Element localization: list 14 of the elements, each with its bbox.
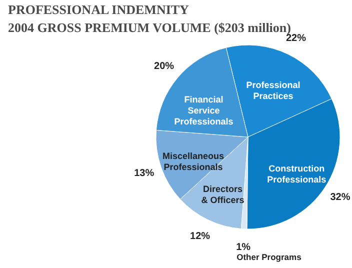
data-label: 22% (286, 33, 306, 44)
slice-label: Other Programs (236, 252, 302, 262)
data-label: 12% (190, 230, 210, 242)
data-label: 1% (236, 242, 251, 253)
slice-label: Construction Professionals (267, 164, 326, 185)
slice-label: Directors & Officers (201, 184, 244, 206)
data-label: 20% (154, 60, 174, 72)
slice-label: Financial Service Professionals (174, 94, 234, 127)
data-label: 32% (330, 192, 350, 203)
chart-subtitle: 2004 GROSS PREMIUM VOLUME ($203 million) (8, 20, 291, 35)
chart-title: PROFESSIONAL INDEMNITY (8, 2, 190, 17)
data-label: 13% (134, 168, 154, 180)
slice-label: Professional Practices (246, 80, 300, 101)
slice-label: Miscellaneous Professionals (162, 151, 224, 172)
